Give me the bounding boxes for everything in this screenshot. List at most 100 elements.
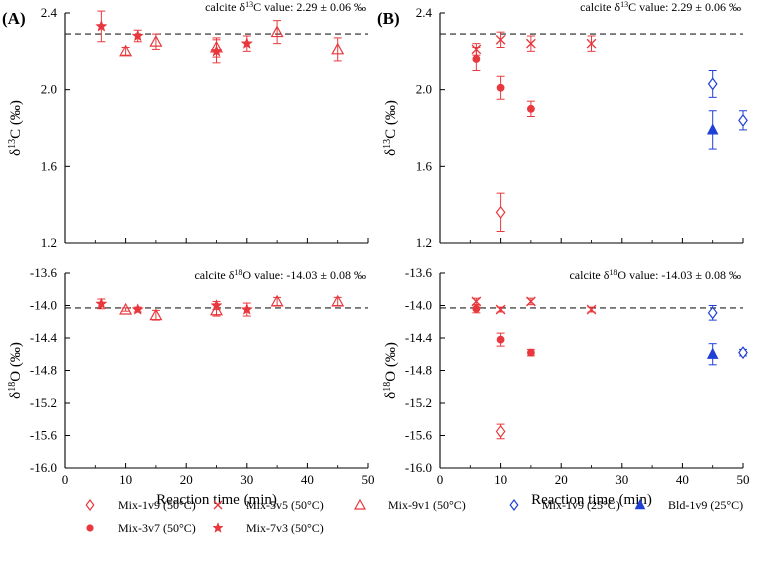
legend-marker	[212, 522, 224, 533]
panel-label-b: (B)	[377, 9, 400, 28]
panel-a: 1.2 1.6 2.0 2.4 δ13C (‰) calcite δ13C value: …	[7, 0, 369, 250]
data-point	[95, 19, 108, 32]
legend-item-mix9v1_50: Mix-9v1 (50°C)	[353, 498, 466, 512]
series-mix7v3_50	[95, 297, 253, 317]
series-mix5v5_50	[471, 296, 597, 315]
data-point	[738, 346, 748, 360]
y-axis-label: δ18O (‰)	[7, 342, 25, 399]
y-tick-label: 1.6	[41, 158, 58, 173]
series-mix1v9_25	[707, 305, 748, 360]
data-point	[526, 296, 536, 307]
panel-label-a: (A)	[2, 9, 26, 28]
series-mix9v1_50	[119, 294, 345, 321]
y-tick-label: -15.2	[30, 395, 57, 410]
data-point	[149, 35, 163, 47]
data-point	[131, 29, 144, 42]
data-point	[149, 308, 163, 321]
y-tick-label: 2.4	[416, 5, 433, 20]
data-point	[210, 44, 223, 57]
reference-label: calcite δ18O value: -14.03 ± 0.08 ‰	[569, 268, 741, 283]
series-bld1v9_25	[706, 110, 719, 150]
series-mix1v9_25	[707, 70, 748, 131]
x-tick-label: 30	[240, 472, 253, 487]
data-point	[586, 38, 597, 49]
data-point	[95, 297, 108, 310]
data-point	[495, 424, 506, 438]
legend-item-mix3v7_50: Mix-3v7 (50°C)	[86, 521, 196, 535]
y-tick-label: -16.0	[30, 460, 57, 475]
legend-marker	[213, 500, 223, 510]
data-point	[586, 304, 597, 315]
y-tick-label: -15.6	[405, 428, 433, 443]
y-tick-label: -15.2	[405, 395, 432, 410]
data-point	[270, 294, 284, 307]
data-point	[472, 304, 481, 313]
data-point	[331, 294, 345, 307]
y-tick-label: -16.0	[405, 460, 432, 475]
legend-item-mix1v9_50: Mix-1v9 (50°C)	[85, 498, 196, 512]
data-point	[526, 38, 536, 49]
y-tick-label: -13.6	[405, 265, 433, 280]
y-tick-label: 1.2	[41, 235, 57, 250]
x-tick-label: 0	[437, 472, 444, 487]
y-tick-label: -14.0	[30, 298, 57, 313]
legend-marker	[86, 524, 94, 532]
data-point	[496, 335, 505, 344]
series-mix1v9_50	[495, 192, 506, 232]
panel-a-bottom: 0 10 20 30 40 50 -16.0 -15.6 -15.2 -14.8 -14.4 -14.…	[7, 265, 375, 508]
series-bld1v9_25	[706, 343, 719, 366]
y-axis-label: δ13C (‰)	[382, 100, 400, 156]
reference-label: calcite δ13C value: 2.29 ± 0.06 ‰	[580, 0, 741, 14]
plot-area: 1.2 1.6 2.0 2.4 δ13C (‰) calcite δ13C value: …	[7, 0, 750, 508]
legend-item-mix5v5_50: Mix-5v5 (50°C)	[213, 498, 324, 512]
panel-b: 1.2 1.6 2.0 2.4 δ13C (‰) calcite δ13C value: …	[382, 0, 748, 250]
x-tick-label: 50	[362, 472, 375, 487]
series-mix1v9_50	[495, 423, 506, 440]
data-point	[119, 44, 133, 57]
x-axis-label: Reaction time (min)	[531, 492, 652, 508]
legend-label: Mix-1v9 (50°C)	[118, 498, 196, 512]
x-tick-label: 20	[555, 472, 568, 487]
y-tick-label: 1.6	[416, 158, 433, 173]
data-point	[707, 306, 718, 320]
data-point	[210, 299, 223, 311]
data-point	[472, 55, 481, 63]
legend-marker	[509, 499, 519, 511]
legend-label: Mix-1v9 (25°C)	[542, 498, 620, 512]
legend: Mix-1v9 (50°C) Mix-5v5 (50°C) Mix-9v1 (50°…	[85, 498, 743, 535]
legend-item-bld1v9_25: Bld-1v9 (25°C)	[634, 498, 743, 512]
legend-label: Mix-5v5 (50°C)	[246, 498, 324, 512]
y-tick-label: -14.4	[30, 330, 58, 345]
data-point	[526, 104, 535, 113]
y-tick-label: -15.6	[30, 428, 58, 443]
y-tick-label: 2.0	[416, 82, 432, 97]
data-point	[495, 34, 506, 45]
legend-item-mix1v9_25: Mix-1v9 (25°C)	[509, 498, 620, 512]
x-tick-label: 10	[494, 472, 507, 487]
y-axis-label: δ18O (‰)	[382, 342, 400, 399]
y-tick-label: -13.6	[30, 265, 58, 280]
reference-label: calcite δ13C value: 2.29 ± 0.06 ‰	[205, 0, 366, 14]
data-point	[738, 113, 748, 127]
x-tick-label: 30	[615, 472, 628, 487]
data-point	[706, 347, 719, 359]
data-point	[270, 25, 284, 38]
x-tick-label: 40	[301, 472, 314, 487]
data-point	[707, 77, 718, 91]
data-point	[331, 42, 345, 55]
legend-label: Mix-7v3 (50°C)	[246, 521, 324, 535]
y-tick-label: 2.4	[41, 5, 58, 20]
error-bar	[333, 37, 342, 62]
series-mix3v7_50	[472, 47, 535, 117]
data-point	[131, 303, 144, 315]
error-bar	[273, 20, 282, 45]
legend-marker	[85, 499, 95, 511]
y-tick-label: 2.0	[41, 82, 57, 97]
legend-label: Bld-1v9 (25°C)	[668, 498, 743, 512]
reference-label: calcite δ18O value: -14.03 ± 0.08 ‰	[194, 268, 366, 283]
y-tick-label: -14.0	[405, 298, 432, 313]
data-point	[526, 348, 535, 357]
data-point	[706, 123, 719, 135]
legend-label: Mix-9v1 (50°C)	[388, 498, 466, 512]
